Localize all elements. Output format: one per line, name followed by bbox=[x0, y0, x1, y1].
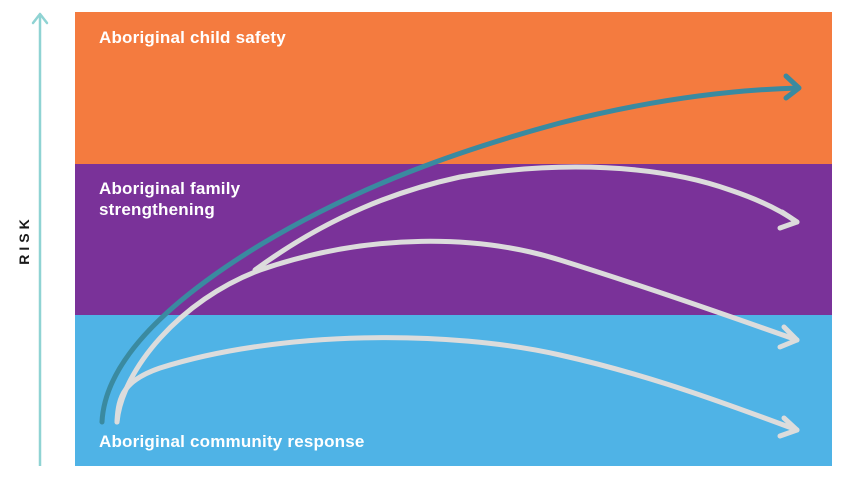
pathway-to-child-safety bbox=[99, 85, 801, 425]
band-label-child-safety: Aboriginal child safety bbox=[99, 28, 286, 47]
pathway-to-community-response bbox=[114, 335, 800, 433]
pathway-to-child-safety-arrowhead bbox=[783, 73, 802, 101]
risk-axis-arrowhead bbox=[31, 12, 49, 25]
primary-pathway bbox=[99, 73, 802, 425]
risk-axis: RISK bbox=[16, 12, 49, 466]
band-child-safety bbox=[75, 12, 832, 164]
secondary-pathways bbox=[114, 164, 800, 439]
band-label-family-strengthening-line1: Aboriginal family bbox=[99, 179, 241, 198]
band-labels: Aboriginal child safety Aboriginal famil… bbox=[99, 28, 365, 451]
band-label-family-strengthening-line2: strengthening bbox=[99, 200, 215, 219]
pathway-family-peak bbox=[252, 164, 800, 273]
band-label-community-response: Aboriginal community response bbox=[99, 432, 365, 451]
pathway-to-family-strengthening-arrowhead bbox=[777, 324, 800, 350]
risk-axis-label: RISK bbox=[16, 215, 32, 264]
pathway-to-community-response-arrowhead bbox=[777, 415, 800, 439]
bands bbox=[75, 12, 832, 466]
pathway-family-peak-arrowhead bbox=[777, 209, 800, 231]
pathway-to-family-strengthening bbox=[114, 238, 800, 425]
